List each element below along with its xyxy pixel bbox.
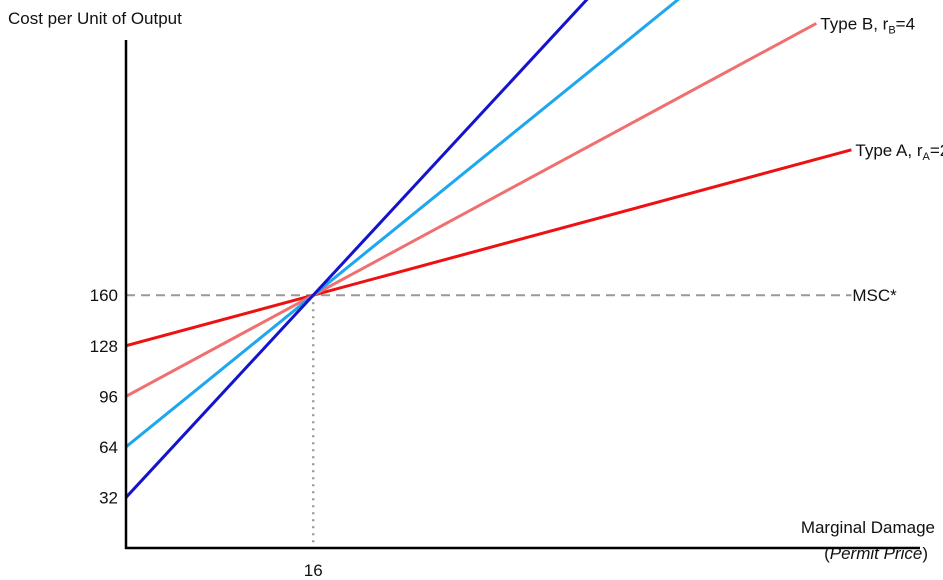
y-tick-label: 128: [90, 337, 118, 356]
series-line-type-b: [125, 22, 818, 398]
series-line-type-a: [125, 148, 852, 348]
guide-lines: [126, 294, 852, 548]
y-tick-label: 32: [99, 488, 118, 507]
series-label-suffix: =2: [930, 141, 943, 160]
x-axis-subtitle-open: (: [824, 544, 830, 563]
series-label-subscript: B: [888, 24, 895, 36]
series-label-type-b: Type B, rB=4: [820, 14, 915, 36]
series-label-suffix: =4: [896, 14, 915, 33]
axes: [124, 40, 920, 550]
tick-labels: 32 64 96 128 160 16: [90, 286, 323, 580]
x-tick-label: 16: [304, 561, 323, 580]
y-tick-label: 64: [99, 438, 118, 457]
series-label-subscript: A: [922, 151, 930, 163]
series-label-prefix: Type B, r: [820, 14, 888, 33]
series-line-type-d: [124, 0, 589, 499]
series-label-prefix: Type A, r: [855, 141, 922, 160]
y-tick-label: 160: [90, 286, 118, 305]
series-lines: [124, 0, 852, 499]
series-label-type-a: Type A, rA=2: [855, 141, 943, 163]
x-axis-title: Marginal Damage: [801, 518, 935, 537]
x-axis-subtitle-close: ): [922, 544, 928, 563]
series-labels: MSC*Type A, rA=2Type B, rB=4Type C, rC=6…: [820, 14, 943, 305]
series-line-type-c: [125, 0, 680, 449]
y-axis-title: Cost per Unit of Output: [8, 9, 182, 28]
msc-label: MSC*: [852, 286, 897, 305]
y-tick-label: 96: [99, 387, 118, 406]
